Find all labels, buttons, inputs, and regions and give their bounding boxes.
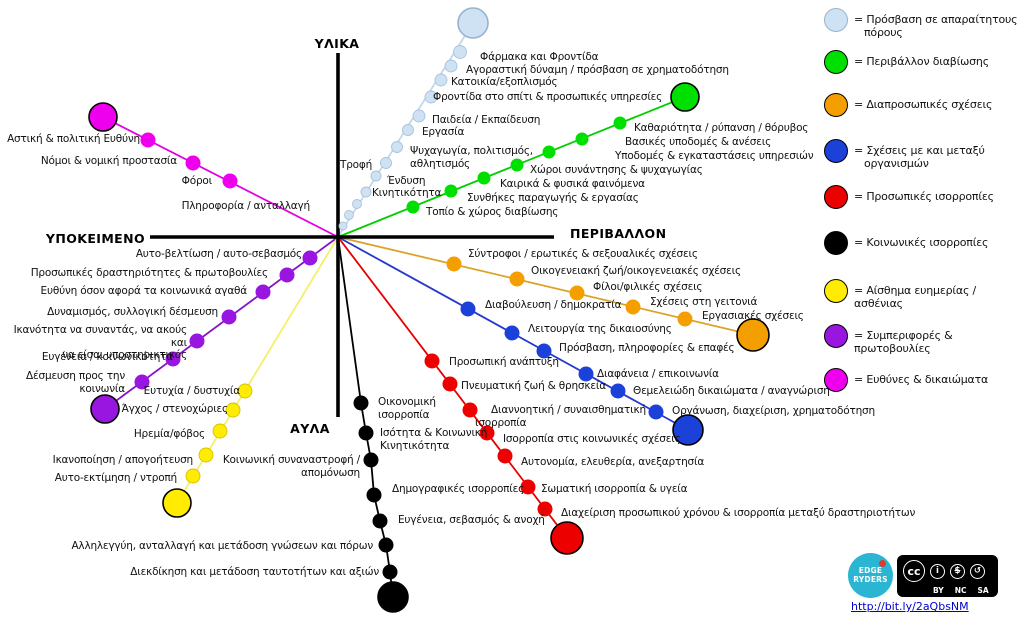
chain-dot-wellbeing-illness (198, 447, 214, 463)
logo-line1: EDGE (858, 566, 883, 575)
chain-dot-access-to-resources (370, 170, 382, 182)
cc-sa-arrow-icon: ↺ (970, 563, 985, 579)
chain-anchor-personal-balances (550, 521, 584, 555)
chain-anchor-interpersonal-relations (736, 318, 770, 352)
chain-dot-behaviours-initiatives (302, 250, 318, 266)
chain-dot-relations-with-organisations (610, 383, 626, 399)
chain-dot-personal-balances (537, 501, 553, 517)
chain-dot-relations-with-organisations (460, 301, 476, 317)
chain-dot-interpersonal-relations (625, 299, 641, 315)
chain-line-wellbeing-illness (176, 236, 339, 504)
chain-dot-wellbeing-illness (185, 468, 201, 484)
cc-license-badge: cc i $ ↺ BY NC SA (897, 555, 998, 597)
chain-dot-responsibilities-rights (185, 155, 201, 171)
chain-anchor-wellbeing-illness (162, 488, 192, 518)
chain-dot-social-balances (378, 537, 394, 553)
chain-dot-access-to-resources (402, 124, 414, 136)
chain-dot-access-to-resources (444, 59, 458, 73)
chain-dot-living-environment (575, 132, 589, 146)
chain-anchor-behaviours-initiatives (90, 394, 120, 424)
chain-dot-personal-balances (479, 425, 495, 441)
chain-dot-personal-balances (462, 402, 478, 418)
chain-dot-social-balances (363, 452, 379, 468)
chain-anchor-responsibilities-rights (88, 102, 118, 132)
chain-dot-personal-balances (520, 479, 536, 495)
chain-anchor-social-balances (377, 581, 409, 613)
cc-logo-icon: cc (903, 560, 925, 582)
chain-dot-living-environment (477, 171, 491, 185)
chain-dot-relations-with-organisations (578, 366, 594, 382)
cc-term-by: BY (933, 586, 944, 595)
chain-dot-access-to-resources (434, 73, 448, 87)
chain-anchor-access-to-resources (457, 7, 489, 39)
chain-dot-behaviours-initiatives (134, 374, 150, 390)
chain-dot-behaviours-initiatives (255, 284, 271, 300)
edgeryders-logo-text: EDGE RYDERS (848, 566, 893, 584)
chain-dot-behaviours-initiatives (221, 309, 237, 325)
chain-dot-living-environment (542, 145, 556, 159)
chain-dot-behaviours-initiatives (165, 351, 181, 367)
chain-dot-interpersonal-relations (446, 256, 462, 272)
edgeryders-logo: EDGE RYDERS (848, 553, 893, 598)
chain-dot-living-environment (406, 200, 420, 214)
chain-dot-living-environment (444, 184, 458, 198)
chain-dot-interpersonal-relations (677, 311, 693, 327)
chain-dot-access-to-resources (352, 199, 362, 209)
chain-dot-responsibilities-rights (140, 132, 156, 148)
logo-red-dot-icon (879, 560, 886, 567)
chain-dot-behaviours-initiatives (189, 333, 205, 349)
chain-dot-living-environment (510, 158, 524, 172)
chain-dot-access-to-resources (360, 186, 372, 198)
cc-icons-row: cc i $ ↺ (897, 555, 998, 582)
cc-terms: BY NC SA (933, 586, 989, 595)
chain-dot-living-environment (613, 116, 627, 130)
chain-anchor-relations-with-organisations (672, 414, 704, 446)
cc-nc-dollar-icon: $ (950, 563, 965, 579)
chain-anchor-living-environment (670, 82, 700, 112)
chain-dot-access-to-resources (391, 141, 403, 153)
cc-term-nc: NC (954, 586, 967, 595)
chain-dot-wellbeing-illness (237, 383, 253, 399)
chain-dot-wellbeing-illness (212, 423, 228, 439)
chain-dot-access-to-resources (453, 45, 467, 59)
chain-dot-behaviours-initiatives (279, 267, 295, 283)
chain-dot-social-balances (372, 513, 388, 529)
chain-dot-access-to-resources (412, 109, 426, 123)
short-link[interactable]: http://bit.ly/2aQbsNM (851, 600, 969, 613)
chain-dot-access-to-resources (338, 221, 348, 231)
chain-dot-access-to-resources (344, 210, 354, 220)
chain-dot-personal-balances (442, 376, 458, 392)
logo-line2: RYDERS (853, 575, 888, 584)
chain-dot-personal-balances (424, 353, 440, 369)
chain-dot-social-balances (382, 564, 398, 580)
chain-dot-wellbeing-illness (225, 402, 241, 418)
chain-line-responsibilities-rights (102, 116, 339, 238)
chain-dot-relations-with-organisations (504, 325, 520, 341)
chain-dot-access-to-resources (380, 157, 392, 169)
chain-dot-relations-with-organisations (648, 404, 664, 420)
cc-by-person-icon: i (930, 563, 945, 579)
chain-dot-access-to-resources (424, 90, 438, 104)
chain-dot-interpersonal-relations (569, 285, 585, 301)
chain-dot-social-balances (358, 425, 374, 441)
cc-term-sa: SA (977, 586, 989, 595)
chain-dot-responsibilities-rights (222, 173, 238, 189)
chain-dot-interpersonal-relations (509, 271, 525, 287)
chain-dot-social-balances (366, 487, 382, 503)
chain-dot-social-balances (353, 395, 369, 411)
chain-dot-personal-balances (497, 448, 513, 464)
chain-dot-relations-with-organisations (536, 343, 552, 359)
